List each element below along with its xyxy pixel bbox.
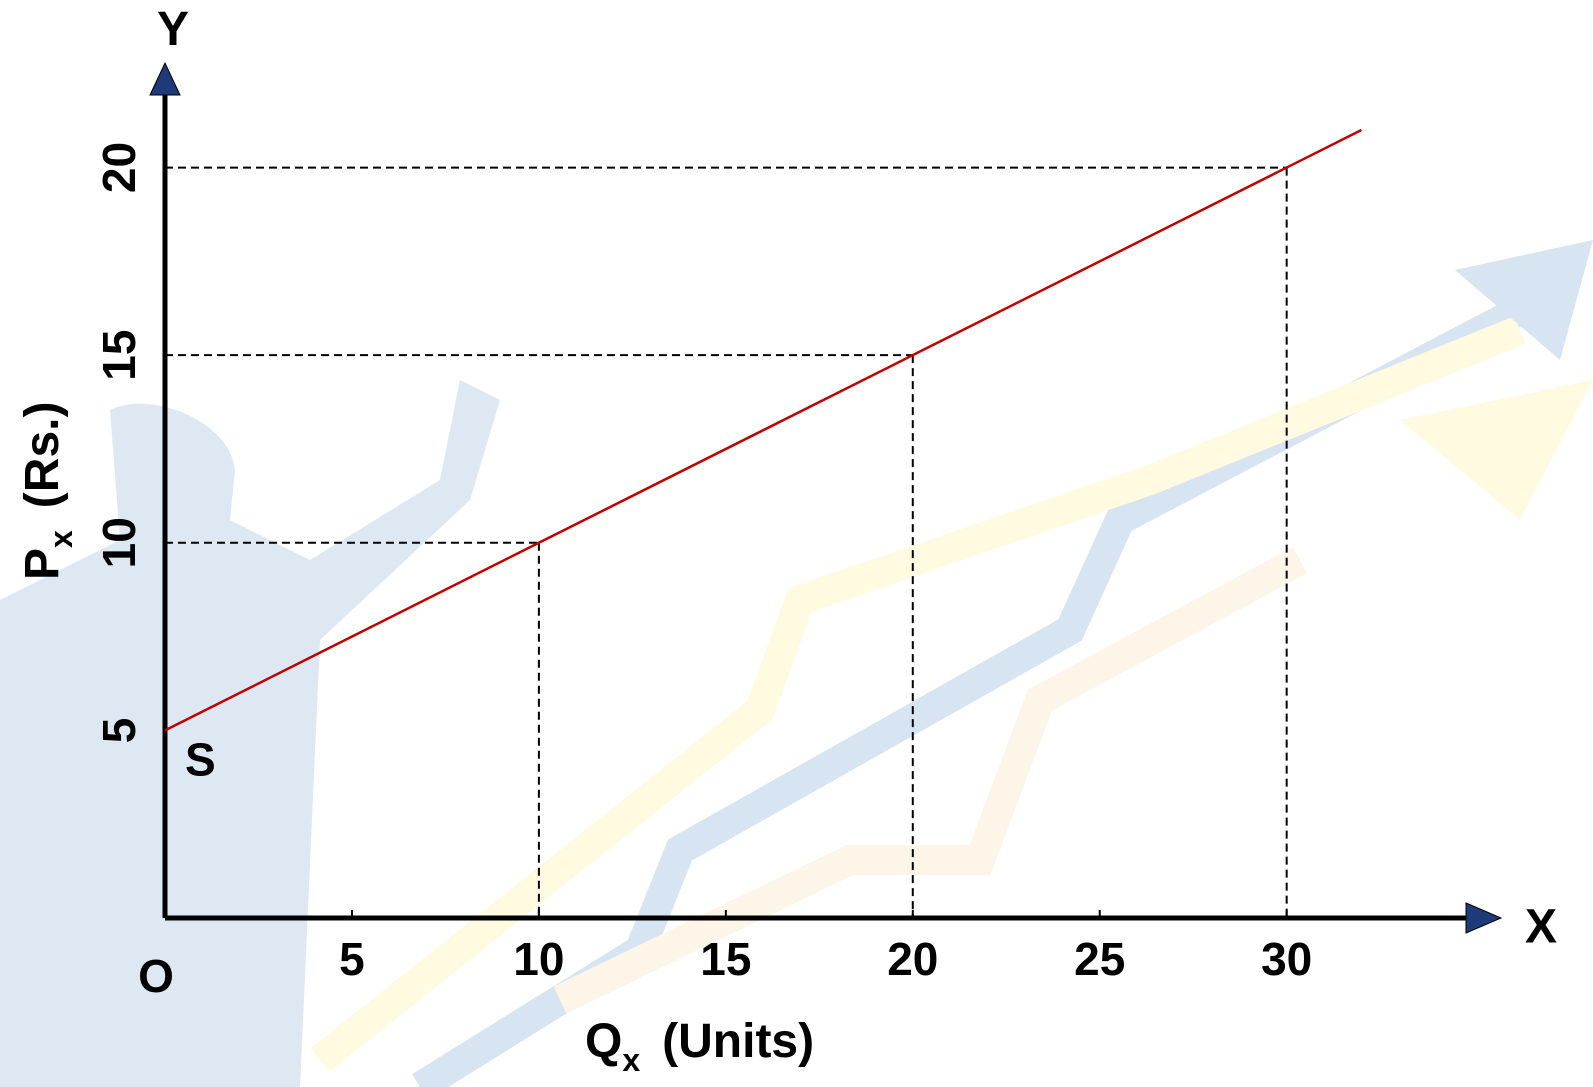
origin-label: O [138, 950, 174, 1002]
y-tick-label: 20 [93, 142, 145, 193]
x-tick-label: 5 [339, 933, 365, 985]
x-tick-label: 20 [887, 933, 938, 985]
y-axis-label-unit: (Rs.) [16, 402, 69, 509]
x-axis-label-main: Q [585, 1015, 622, 1068]
x-tick-label: 30 [1261, 933, 1312, 985]
x-tick-label: 10 [513, 933, 564, 985]
y-tick-label: 5 [93, 718, 145, 744]
x-tick-label: 25 [1074, 933, 1125, 985]
y-axis-label-main: P [16, 548, 69, 580]
y-tick-label: 10 [93, 517, 145, 568]
x-axis-label-unit: (Units) [662, 1015, 814, 1068]
background-decoration [320, 240, 1593, 1087]
series-label: S [185, 733, 216, 785]
x-axis-label-sub: x [622, 1042, 640, 1078]
y-axis-label-sub: x [43, 530, 79, 548]
y-axis-arrow [150, 63, 180, 95]
chart: Y X O 5 10 15 20 25 30 5 10 15 20 Qx (Units) Px (Rs.) S [0, 0, 1593, 1087]
x-axis-arrow [1466, 903, 1501, 933]
x-axis-label: Qx (Units) [585, 1015, 814, 1078]
x-axis-name: X [1525, 901, 1557, 954]
y-axis-name: Y [157, 3, 189, 56]
y-axis-label: Px (Rs.) [16, 402, 79, 580]
x-tick-label: 15 [700, 933, 751, 985]
y-tick-label: 15 [93, 330, 145, 381]
